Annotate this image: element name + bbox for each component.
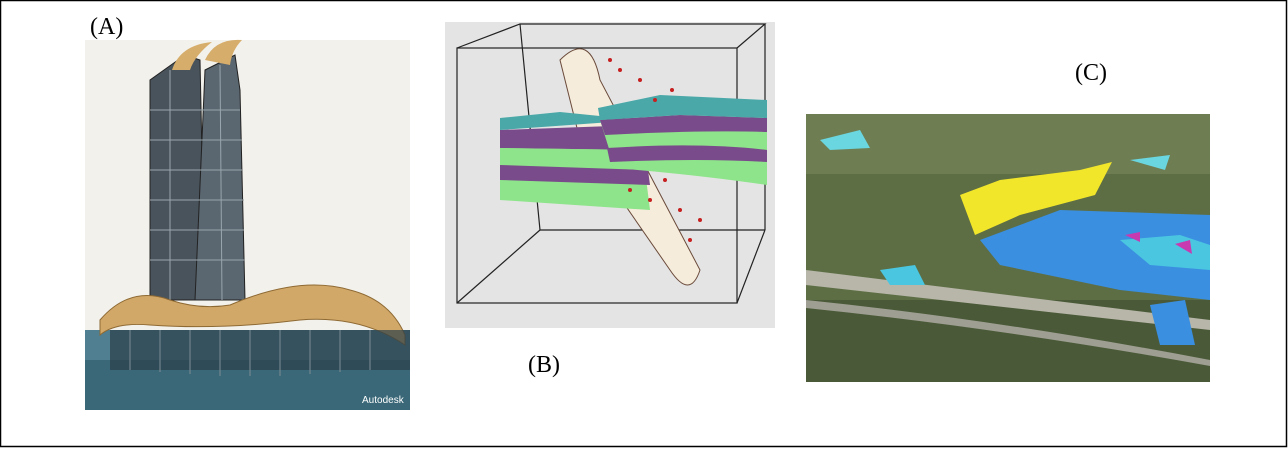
panel-label: (B) xyxy=(528,352,560,378)
watermark: Autodesk xyxy=(362,395,405,406)
panel-b-image xyxy=(445,22,775,328)
figure: Autodesk xyxy=(0,0,1288,448)
panel-label: (A) xyxy=(90,14,123,40)
panel-a-image: Autodesk xyxy=(85,40,410,410)
panel-label: (C) xyxy=(1075,60,1107,86)
panel-c-image xyxy=(806,114,1210,382)
